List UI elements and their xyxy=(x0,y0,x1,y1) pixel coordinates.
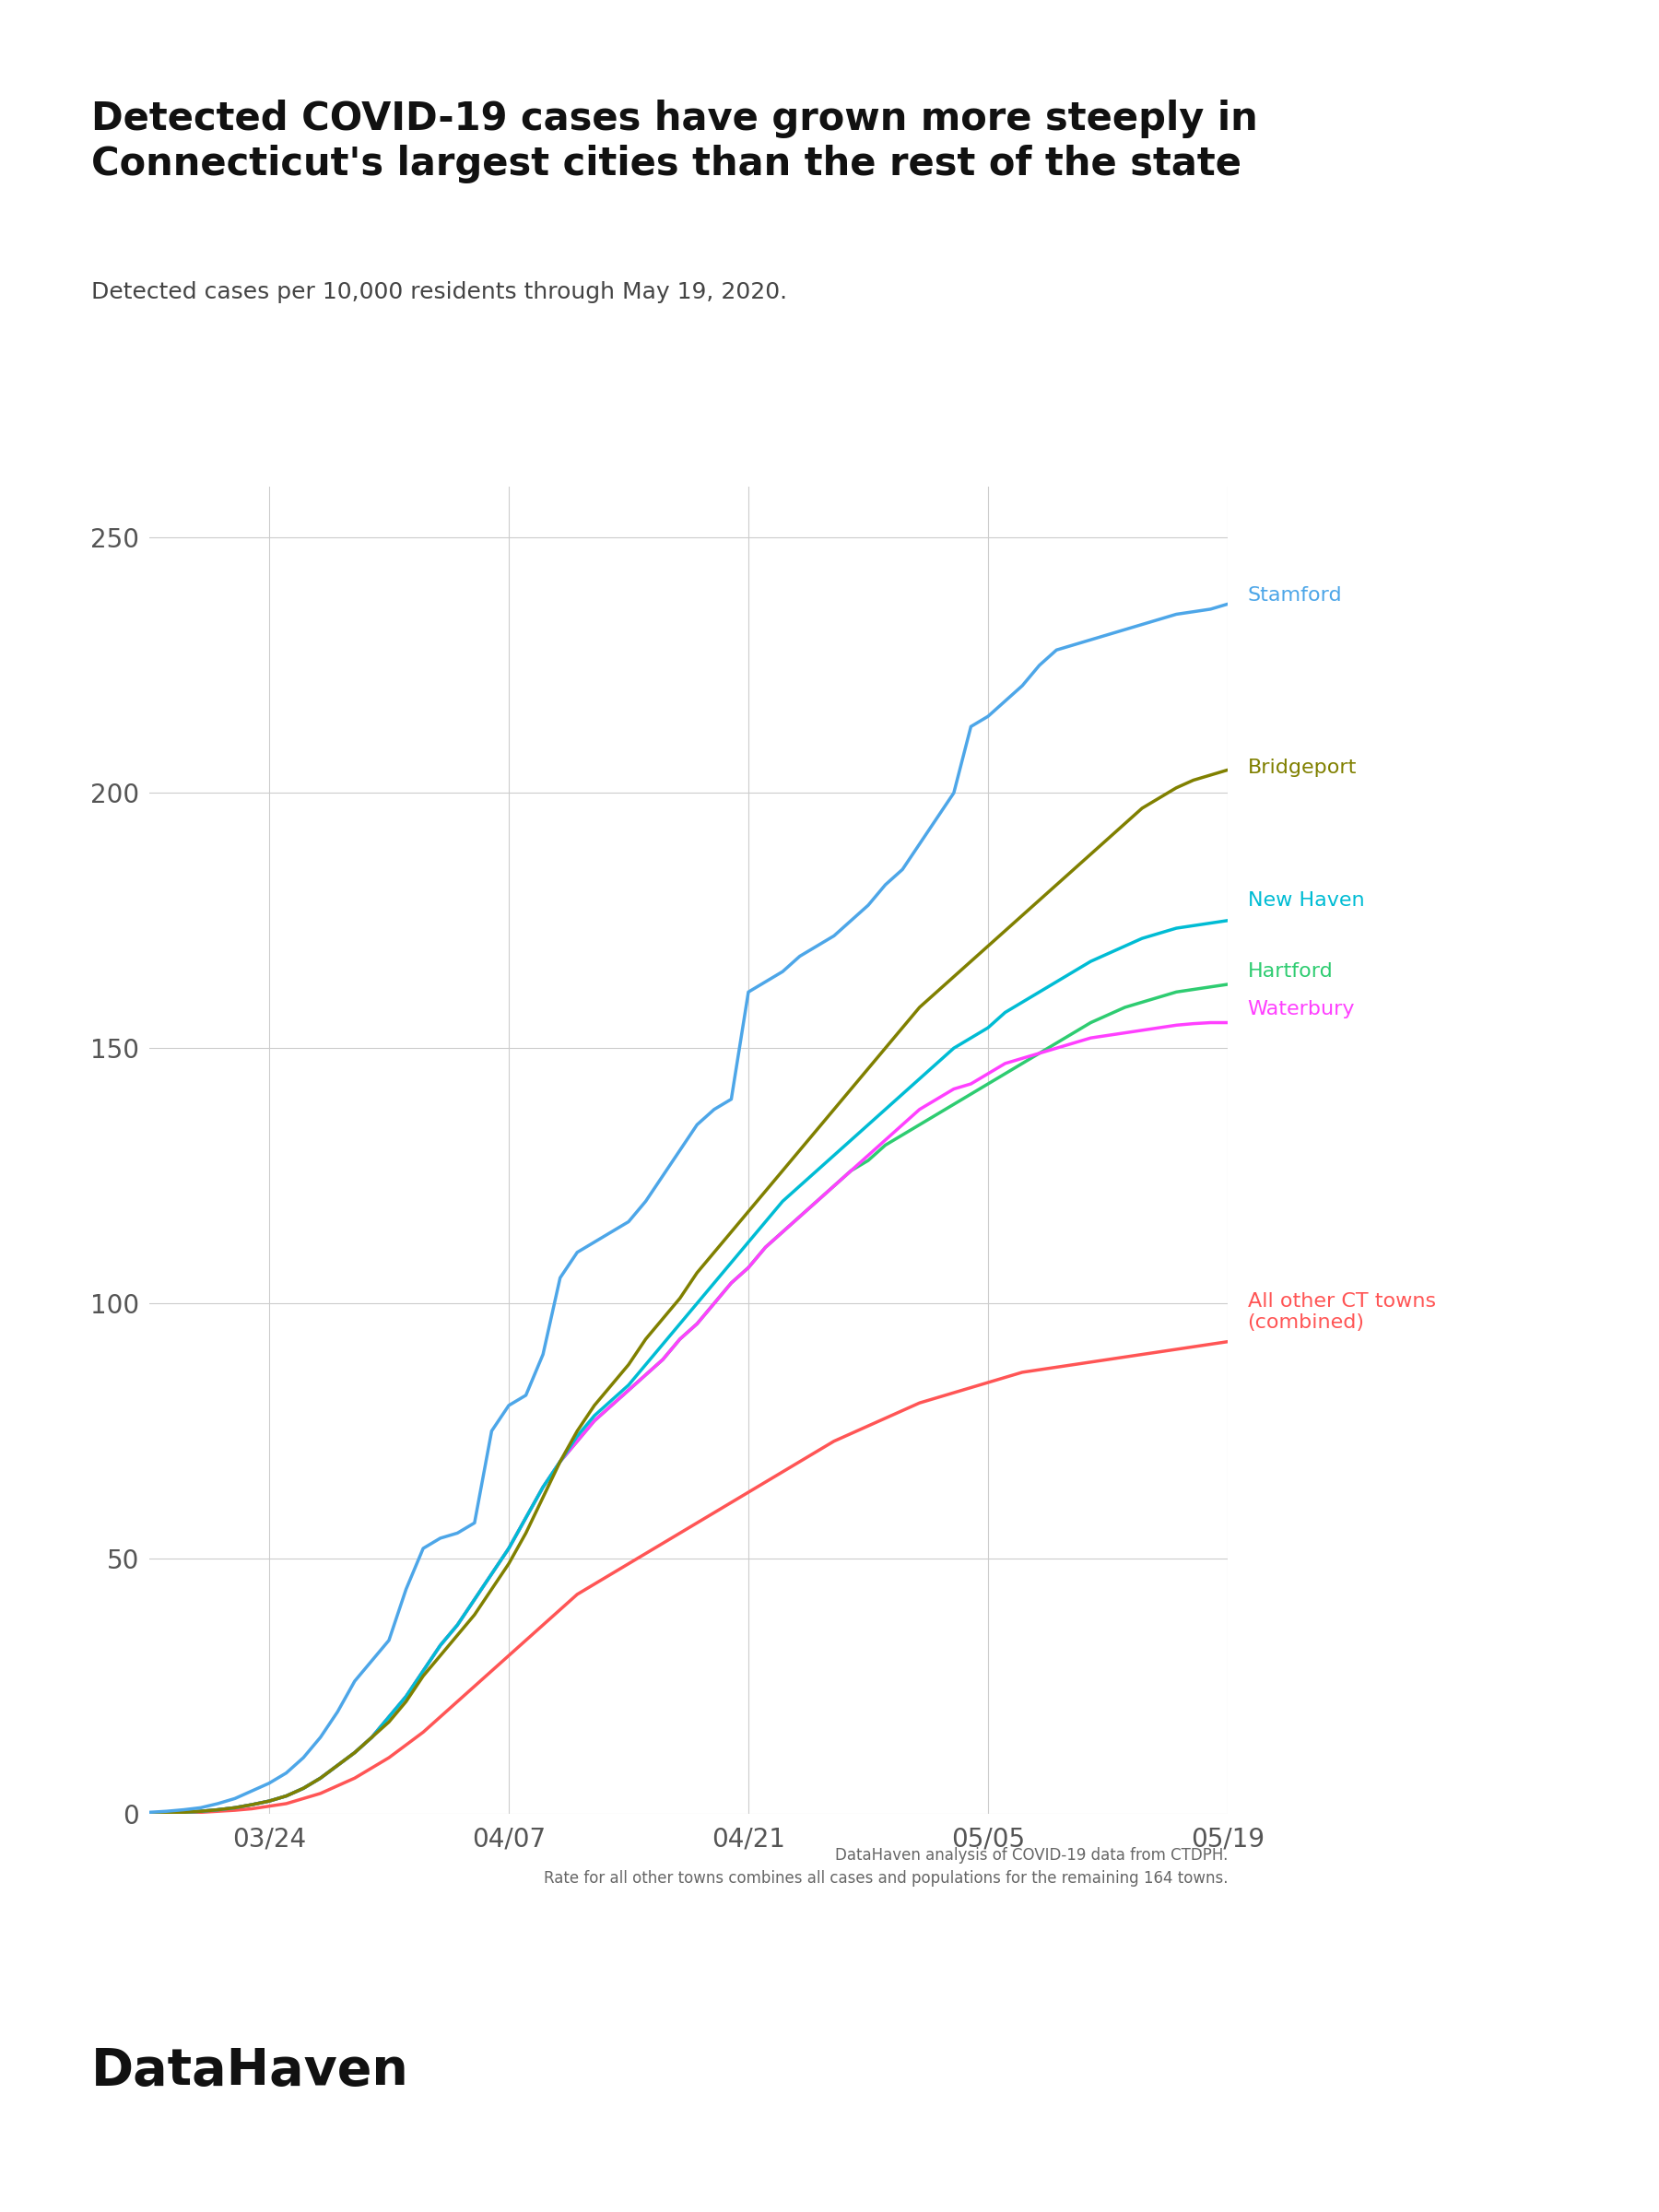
Text: New Haven: New Haven xyxy=(1248,891,1364,909)
Text: Waterbury: Waterbury xyxy=(1248,1000,1355,1020)
Text: DataHaven analysis of COVID-19 data from CTDPH.
Rate for all other towns combine: DataHaven analysis of COVID-19 data from… xyxy=(544,1847,1228,1887)
Text: Bridgeport: Bridgeport xyxy=(1248,759,1357,776)
Text: Detected cases per 10,000 residents through May 19, 2020.: Detected cases per 10,000 residents thro… xyxy=(91,281,788,303)
Text: Stamford: Stamford xyxy=(1248,586,1342,604)
Text: Hartford: Hartford xyxy=(1248,962,1334,980)
Text: DataHaven: DataHaven xyxy=(91,2046,410,2097)
Text: All other CT towns
(combined): All other CT towns (combined) xyxy=(1248,1292,1435,1332)
Text: Detected COVID-19 cases have grown more steeply in
Connecticut's largest cities : Detected COVID-19 cases have grown more … xyxy=(91,100,1258,184)
